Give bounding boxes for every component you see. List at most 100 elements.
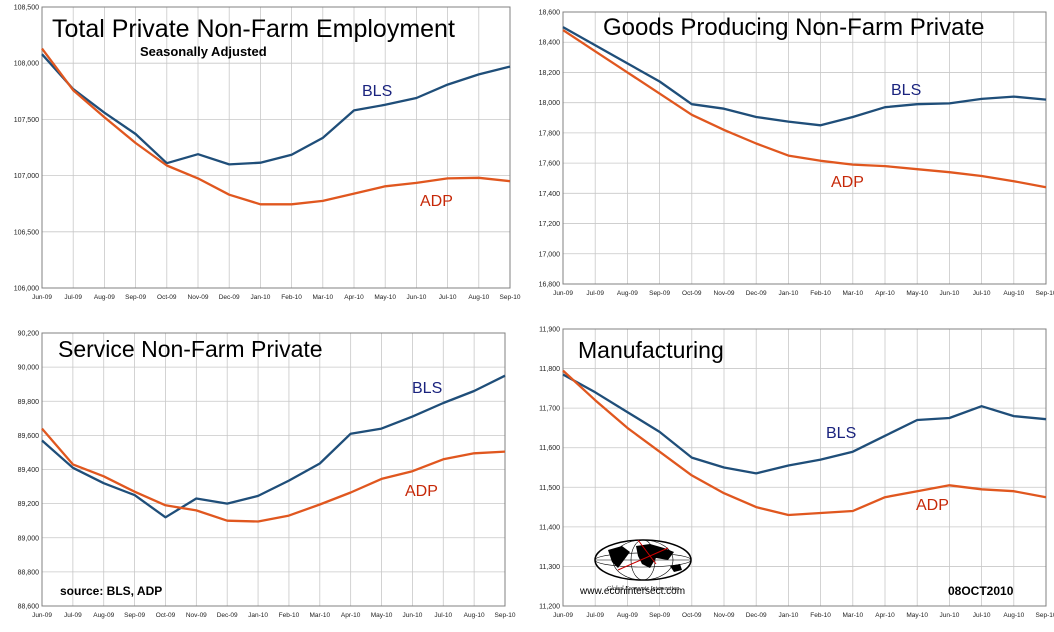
x-tick-label: Apr-10 bbox=[341, 612, 361, 619]
x-tick-label: Jul-09 bbox=[586, 290, 604, 297]
y-tick-label: 17,400 bbox=[539, 191, 561, 198]
y-tick-label: 89,200 bbox=[18, 501, 40, 508]
series-label-bls: BLS bbox=[362, 83, 392, 100]
plot-frame bbox=[562, 11, 1047, 285]
x-tick-label: Nov-09 bbox=[188, 294, 209, 301]
x-tick-label: May-10 bbox=[371, 612, 393, 619]
series-line-adp bbox=[41, 427, 506, 523]
y-tick-label: 108,000 bbox=[14, 61, 39, 68]
x-tick-label: Jan-10 bbox=[248, 612, 268, 619]
x-tick-label: Sep-10 bbox=[1036, 290, 1054, 297]
x-tick-label: Jan-10 bbox=[778, 612, 798, 619]
x-tick-label: Jun-10 bbox=[402, 612, 422, 619]
x-tick-label: Jun-09 bbox=[553, 612, 573, 619]
x-tick-label: Feb-10 bbox=[279, 612, 300, 619]
x-tick-label: Mar-10 bbox=[843, 290, 864, 297]
x-tick-label: Feb-10 bbox=[810, 612, 831, 619]
y-tick-label: 17,200 bbox=[539, 221, 561, 228]
x-tick-label: Apr-10 bbox=[875, 612, 895, 619]
x-tick-label: May-10 bbox=[906, 290, 928, 297]
chart-title: Service Non-Farm Private bbox=[58, 336, 323, 362]
series-label-adp: ADP bbox=[831, 174, 864, 191]
date-stamp: 08OCT2010 bbox=[948, 584, 1014, 598]
x-tick-label: Sep-10 bbox=[500, 294, 521, 301]
y-tick-label: 107,000 bbox=[14, 173, 39, 180]
x-tick-label: Jan-10 bbox=[250, 294, 270, 301]
y-tick-label: 17,600 bbox=[539, 161, 561, 168]
chart-title: Goods Producing Non-Farm Private bbox=[603, 14, 985, 41]
x-tick-label: Mar-10 bbox=[310, 612, 331, 619]
chart-manufacturing: 11,200 11,300 11,400 11,500 11,600 11,700 11,8… bbox=[539, 327, 1054, 620]
y-tick-label: 17,800 bbox=[539, 130, 561, 137]
x-tick-label: Oct-09 bbox=[156, 612, 176, 619]
x-tick-label: Apr-10 bbox=[344, 294, 364, 301]
x-tick-label: Aug-09 bbox=[93, 612, 114, 619]
plot-frame bbox=[562, 328, 1047, 607]
y-tick-label: 106,000 bbox=[14, 286, 39, 293]
x-tick-label: Aug-10 bbox=[1003, 290, 1024, 297]
series-line-adp bbox=[41, 47, 511, 206]
series-line-bls bbox=[562, 26, 1047, 127]
x-tick-label: Sep-10 bbox=[495, 612, 516, 619]
series-label-adp: ADP bbox=[405, 483, 438, 500]
x-tick-label: Aug-09 bbox=[94, 294, 115, 301]
logo-text: Global Economic Intersection bbox=[607, 586, 679, 592]
x-tick-label: May-10 bbox=[906, 612, 928, 619]
x-tick-label: Dec-09 bbox=[746, 612, 767, 619]
plot-frame bbox=[41, 6, 511, 289]
y-tick-label: 11,800 bbox=[539, 366, 560, 373]
x-tick-label: Sep-09 bbox=[649, 290, 670, 297]
x-tick-label: Jul-09 bbox=[64, 612, 82, 619]
x-tick-label: Aug-09 bbox=[617, 290, 638, 297]
x-tick-label: Jul-10 bbox=[439, 294, 457, 301]
x-tick-label: Jun-10 bbox=[406, 294, 426, 301]
x-tick-label: Jun-10 bbox=[939, 290, 959, 297]
x-tick-label: Oct-09 bbox=[682, 290, 702, 297]
chart-title: Manufacturing bbox=[578, 337, 724, 363]
y-tick-label: 11,700 bbox=[539, 406, 560, 413]
x-tick-label: Oct-09 bbox=[157, 294, 177, 301]
x-tick-label: Mar-10 bbox=[313, 294, 334, 301]
x-tick-label: Feb-10 bbox=[810, 290, 831, 297]
series-label-bls: BLS bbox=[412, 380, 442, 397]
x-tick-label: Apr-10 bbox=[875, 290, 895, 297]
x-tick-label: Mar-10 bbox=[843, 612, 864, 619]
y-tick-label: 89,000 bbox=[18, 535, 40, 542]
x-tick-label: Jan-10 bbox=[778, 290, 798, 297]
y-tick-label: 11,900 bbox=[539, 327, 560, 334]
chart-title: Total Private Non-Farm Employment bbox=[52, 15, 455, 43]
y-tick-label: 88,600 bbox=[18, 604, 40, 611]
series-label-adp: ADP bbox=[916, 497, 949, 514]
series-line-adp bbox=[562, 29, 1047, 189]
x-tick-label: Sep-09 bbox=[124, 612, 145, 619]
x-tick-label: Aug-09 bbox=[617, 612, 638, 619]
y-tick-label: 17,000 bbox=[539, 251, 561, 258]
x-tick-label: Nov-09 bbox=[714, 612, 735, 619]
x-tick-label: Dec-09 bbox=[217, 612, 238, 619]
x-tick-label: Jul-09 bbox=[586, 612, 604, 619]
y-tick-label: 90,000 bbox=[18, 365, 40, 372]
x-tick-label: Jul-10 bbox=[973, 290, 991, 297]
x-tick-label: Jun-10 bbox=[939, 612, 959, 619]
y-tick-label: 89,600 bbox=[18, 433, 40, 440]
chart-total-private: 106,000 106,500 107,000 107,500 108,000 108,5… bbox=[14, 5, 521, 302]
x-tick-label: Nov-09 bbox=[186, 612, 207, 619]
series-line-bls bbox=[562, 373, 1047, 475]
website-url[interactable]: www.econintersect.com bbox=[580, 586, 686, 597]
series-line-adp bbox=[562, 369, 1047, 517]
x-tick-label: Jun-09 bbox=[32, 612, 52, 619]
x-tick-label: Sep-09 bbox=[125, 294, 146, 301]
y-tick-label: 108,500 bbox=[14, 5, 39, 12]
y-tick-label: 11,600 bbox=[539, 445, 560, 452]
y-tick-label: 16,800 bbox=[539, 282, 561, 289]
x-tick-label: Jul-10 bbox=[973, 612, 991, 619]
x-tick-label: Dec-09 bbox=[746, 290, 767, 297]
chart-service: 88,600 88,800 89,000 89,200 89,400 89,600 89,8… bbox=[18, 331, 516, 620]
series-label-bls: BLS bbox=[826, 425, 856, 442]
x-tick-label: Jul-10 bbox=[434, 612, 452, 619]
y-tick-label: 18,000 bbox=[539, 100, 561, 107]
x-tick-label: May-10 bbox=[374, 294, 396, 301]
series-label-adp: ADP bbox=[420, 193, 453, 210]
x-tick-label: Aug-10 bbox=[468, 294, 489, 301]
y-tick-label: 88,800 bbox=[18, 569, 40, 576]
